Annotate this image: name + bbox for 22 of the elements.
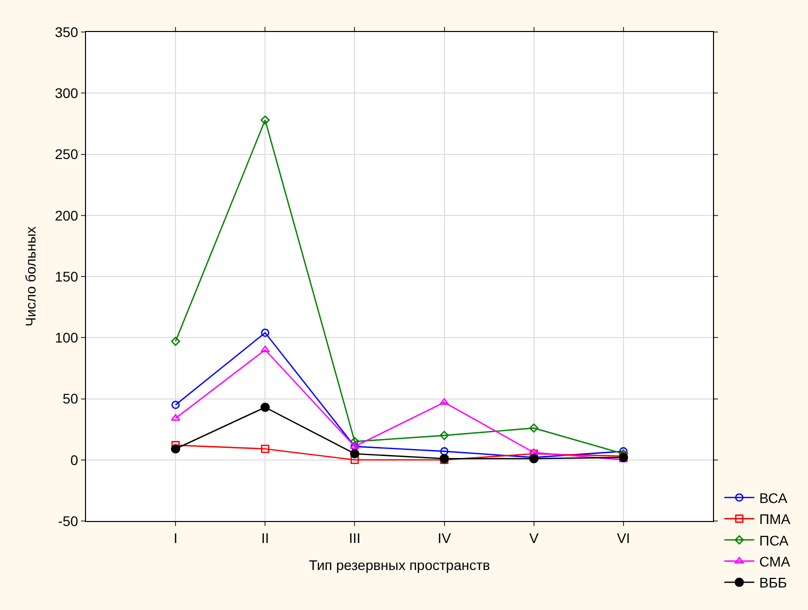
legend-label: ПСА xyxy=(759,532,790,548)
y-tick-label: 250 xyxy=(54,146,78,162)
x-tick-label: VI xyxy=(616,530,630,546)
x-tick-label: I xyxy=(174,530,178,546)
y-tick-label: 300 xyxy=(54,85,78,102)
legend-label: ВББ xyxy=(759,574,787,591)
y-tick-label: 50 xyxy=(62,390,78,407)
x-tick-label: II xyxy=(261,530,270,546)
legend-label: СМА xyxy=(759,554,791,570)
y-tick-label: 200 xyxy=(54,207,78,224)
x-axis-title: Тип резервных пространств xyxy=(308,557,490,574)
y-axis-title: Число больных xyxy=(22,226,38,326)
y-tick-label: 100 xyxy=(54,330,78,346)
x-tick-label: IV xyxy=(438,530,452,546)
y-tick-label: -50 xyxy=(58,512,78,529)
x-tick-label: III xyxy=(348,530,361,546)
x-tick-label: V xyxy=(529,530,540,546)
y-tick-label: 350 xyxy=(54,24,78,40)
legend-label: ВСА xyxy=(759,490,788,506)
y-tick-label: 0 xyxy=(70,452,78,468)
y-tick-label: 150 xyxy=(54,268,78,284)
legend-label: ПМА xyxy=(759,511,791,528)
